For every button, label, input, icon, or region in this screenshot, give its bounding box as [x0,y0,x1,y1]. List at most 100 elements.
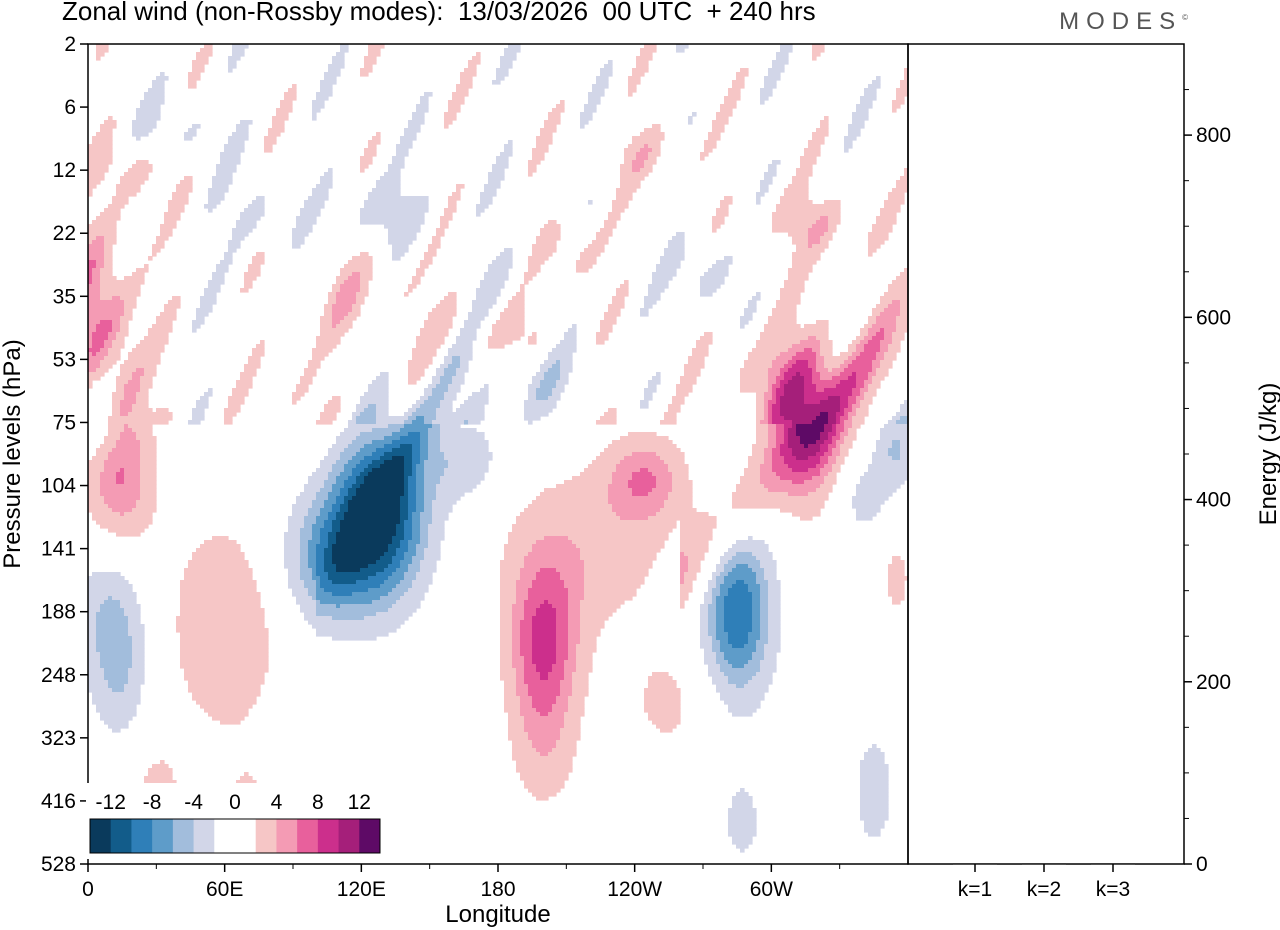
heat-cell [684,364,705,369]
heat-cell [140,476,157,481]
heat-cell [748,632,761,637]
heat-cell [752,592,761,597]
heat-cell [452,356,461,361]
heat-cell [764,84,777,89]
heat-cell [724,620,753,625]
heat-cell [288,520,305,525]
heat-cell [192,324,201,329]
heat-cell [188,72,201,77]
heat-cell [428,456,445,461]
heat-cell [612,508,661,513]
heat-cell [852,352,861,357]
heat-cell [784,392,805,397]
heat-cell [632,472,653,477]
heat-cell [780,200,813,205]
heat-cell [888,448,901,453]
heat-cell [228,68,233,73]
heat-cell [424,420,433,425]
heat-cell [116,440,141,445]
heat-cell [88,504,109,509]
heat-cell [428,436,441,441]
heat-cell [88,224,117,229]
heat-cell [564,676,573,681]
y-tick-label: 416 [41,790,76,813]
heat-cell [276,108,293,113]
heat-cell [500,676,517,681]
heat-cell [728,828,757,833]
heat-cell [544,376,561,381]
heat-cell [784,284,805,289]
heat-cell [852,116,869,121]
heat-cell [460,328,477,333]
heat-cell [556,696,569,701]
heat-cell [224,412,237,417]
heat-cell [848,428,857,433]
heat-cell [716,688,769,693]
heat-cell [416,500,425,505]
heat-cell [516,672,525,677]
heat-cell [740,372,769,377]
heat-cell [180,664,269,669]
heat-cell [728,676,753,681]
heat-cell [512,616,525,621]
heat-cell [100,280,145,285]
heat-cell [548,600,569,605]
heat-cell [344,516,401,521]
heat-cell [416,400,425,405]
heat-cell [720,560,729,565]
heat-cell [332,56,345,61]
heat-cell [104,120,117,125]
heat-cell [736,564,749,569]
heat-cell [708,632,717,637]
heat-cell [320,80,337,85]
heat-cell [424,476,441,481]
heat-cell [416,492,425,497]
heat-cell [376,572,393,577]
heat-cell [316,556,325,561]
heat-cell [652,488,673,493]
heat-cell [240,776,253,781]
heat-cell [128,628,145,633]
heat-cell [568,600,581,605]
heat-cell [584,592,637,597]
heat-cell [444,208,457,213]
heat-cell [348,492,357,497]
heat-cell [536,576,561,581]
heat-cell [436,228,445,233]
heat-cell [828,448,833,453]
heat-cell [92,280,101,285]
heat-cell [760,624,769,629]
heat-cell [540,676,549,681]
heat-cell [596,336,609,341]
heat-cell [428,396,445,401]
heat-cell [676,388,693,393]
heat-cell [648,468,669,473]
heat-cell [584,104,597,109]
heat-cell [532,628,557,633]
heat-cell [116,184,141,189]
heat-cell [100,212,121,217]
heat-cell [388,228,421,233]
heat-cell [788,232,809,237]
heat-cell [228,404,241,409]
heat-cell [768,588,781,593]
heat-cell [124,388,141,393]
heat-cell [128,624,145,629]
heat-cell [820,216,829,221]
heat-cell [160,760,165,765]
heat-cell [468,64,477,69]
heat-cell [812,244,829,249]
y-tick-label: 104 [41,475,76,498]
heat-cell [468,312,489,317]
heat-cell [120,404,133,409]
heat-cell [724,700,761,705]
heat-cell [584,560,653,565]
heat-cell [88,368,97,373]
heat-cell [504,696,521,701]
heat-cell [900,404,908,409]
heat-cell [552,348,577,353]
heat-cell [892,108,897,113]
heat-cell [144,336,169,341]
heat-cell [540,128,557,133]
heat-cell [520,652,533,657]
